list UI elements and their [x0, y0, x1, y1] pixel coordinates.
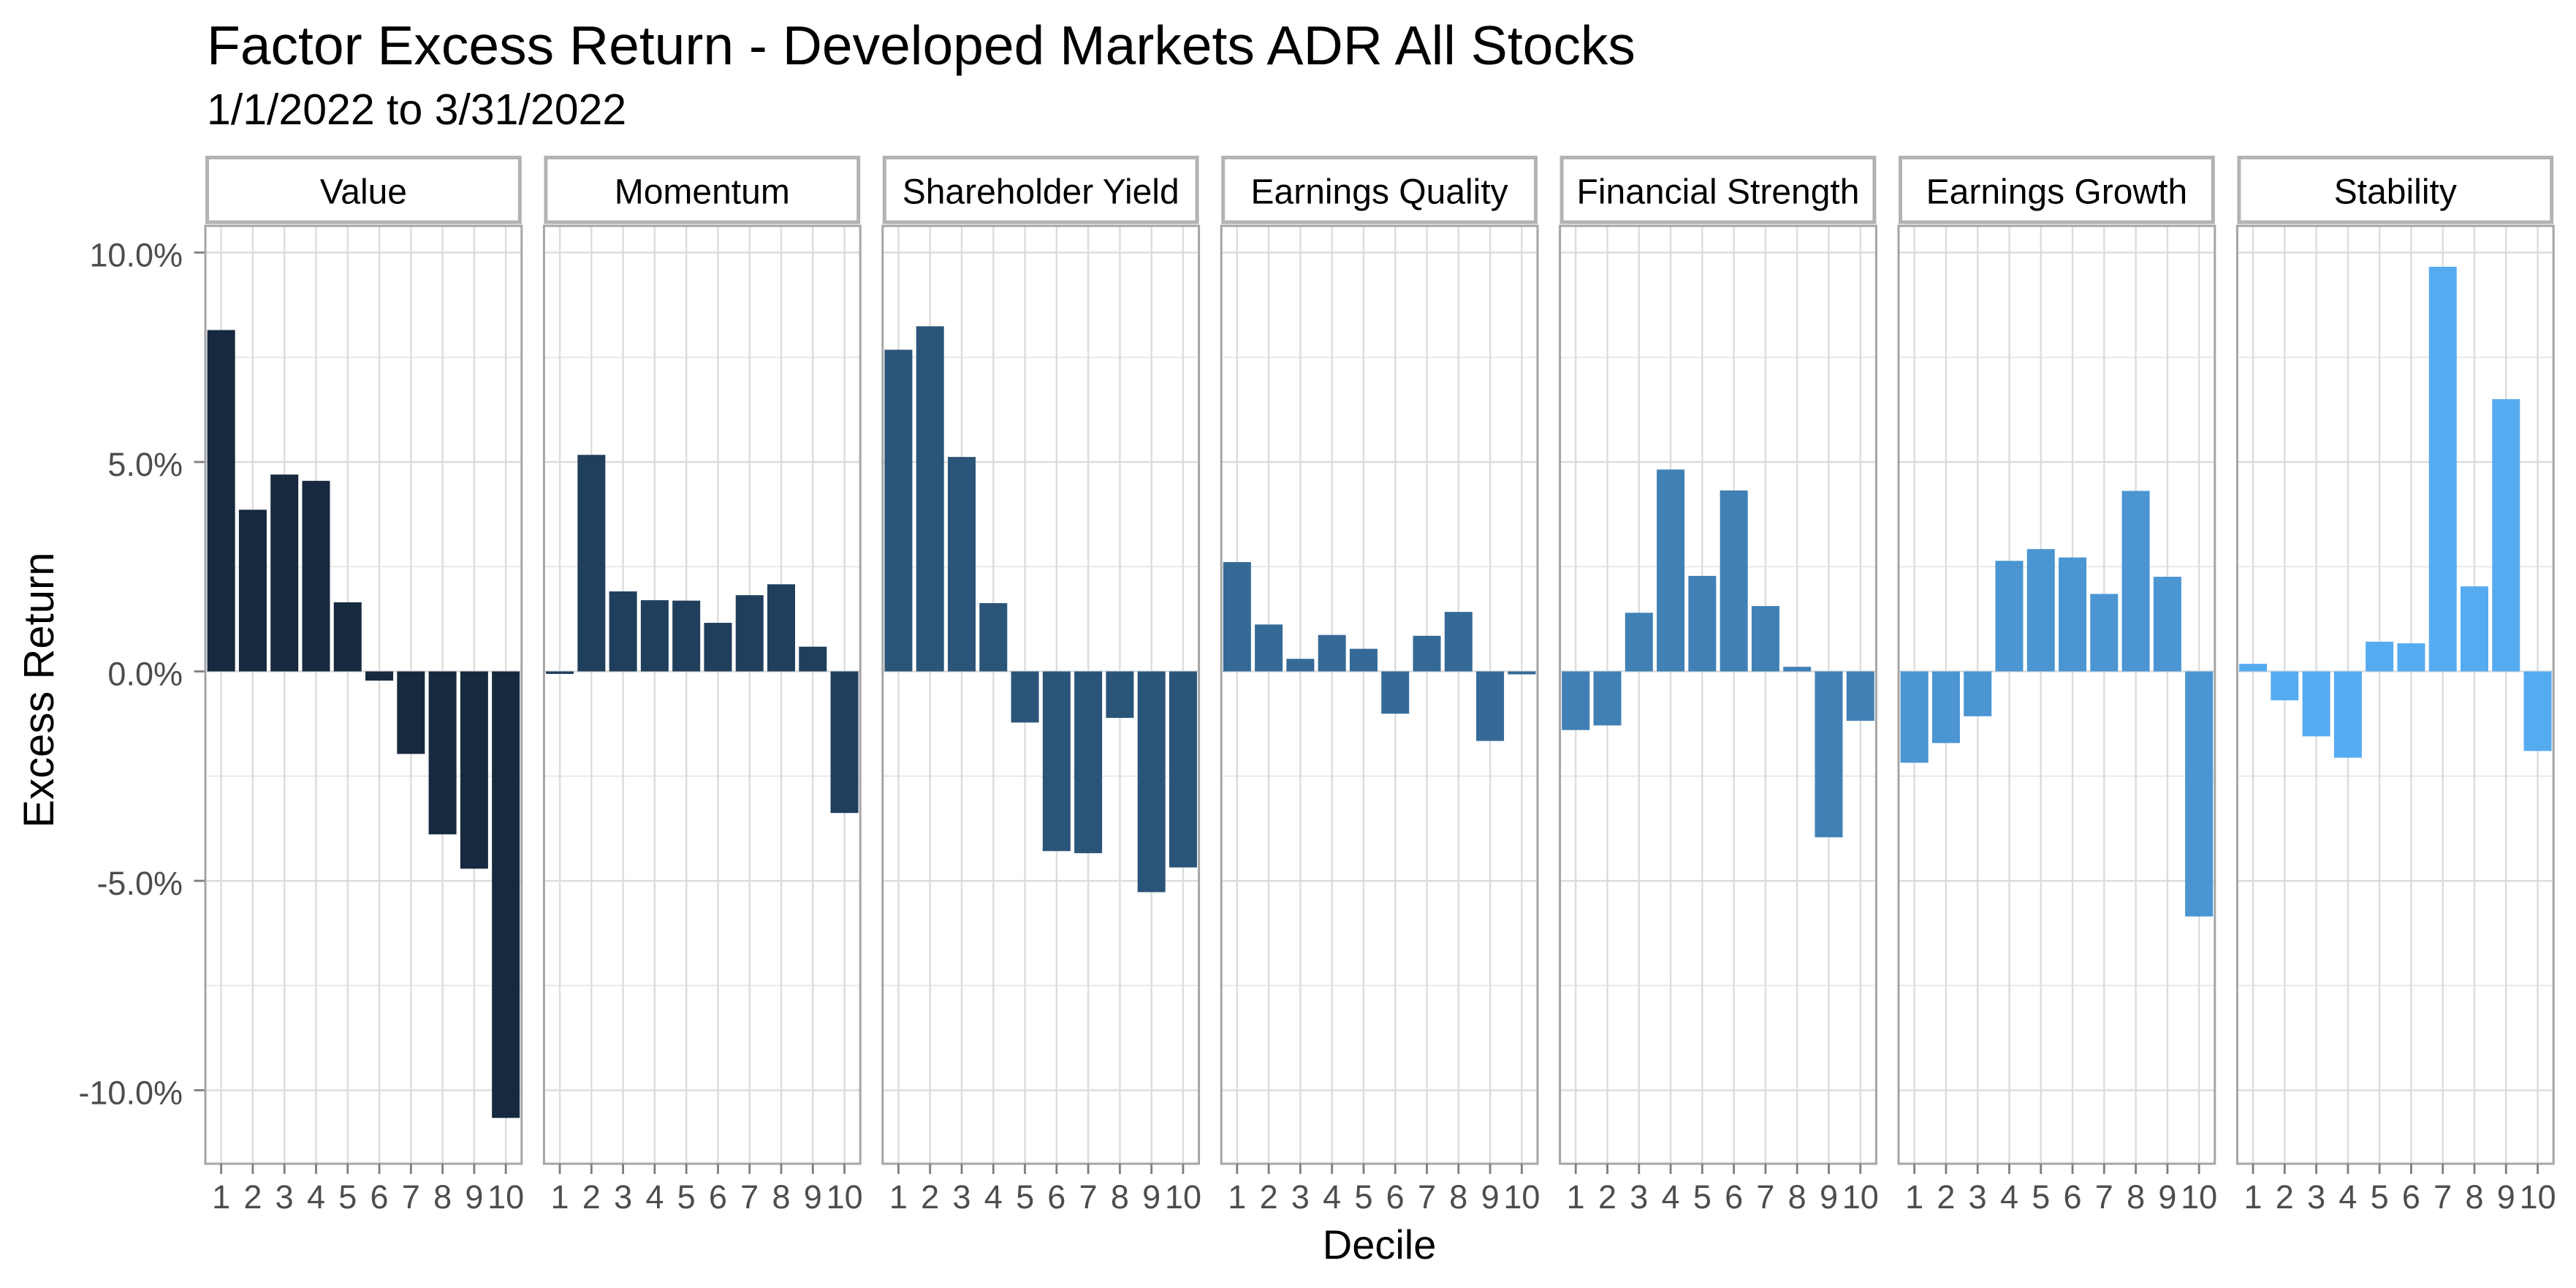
svg-text:5: 5	[1016, 1178, 1034, 1216]
svg-text:7: 7	[1079, 1178, 1098, 1216]
svg-text:9: 9	[465, 1178, 483, 1216]
svg-text:Factor Excess Return - Develop: Factor Excess Return - Developed Markets…	[207, 15, 1635, 76]
svg-text:5.0%: 5.0%	[107, 446, 183, 483]
svg-text:6: 6	[1386, 1178, 1405, 1216]
svg-text:7: 7	[402, 1178, 420, 1216]
svg-text:5: 5	[677, 1178, 696, 1216]
svg-text:7: 7	[2095, 1178, 2113, 1216]
svg-text:7: 7	[1756, 1178, 1774, 1216]
svg-text:9: 9	[2158, 1178, 2176, 1216]
svg-text:0.0%: 0.0%	[107, 656, 183, 693]
svg-text:1: 1	[550, 1178, 569, 1216]
svg-text:6: 6	[370, 1178, 388, 1216]
svg-text:9: 9	[1820, 1178, 1838, 1216]
svg-text:2: 2	[1937, 1178, 1955, 1216]
svg-text:9: 9	[804, 1178, 822, 1216]
svg-text:6: 6	[1047, 1178, 1065, 1216]
svg-text:Momentum: Momentum	[615, 173, 790, 212]
svg-text:3: 3	[1630, 1178, 1648, 1216]
svg-text:3: 3	[1291, 1178, 1310, 1216]
svg-text:3: 3	[1969, 1178, 1987, 1216]
svg-text:5: 5	[338, 1178, 357, 1216]
svg-text:3: 3	[2307, 1178, 2325, 1216]
svg-text:1/1/2022 to 3/31/2022: 1/1/2022 to 3/31/2022	[207, 86, 626, 134]
svg-text:6: 6	[2063, 1178, 2081, 1216]
svg-text:4: 4	[2000, 1178, 2018, 1216]
svg-text:1: 1	[2243, 1178, 2262, 1216]
svg-text:8: 8	[1449, 1178, 1467, 1216]
svg-text:10: 10	[1165, 1178, 1201, 1216]
svg-text:5: 5	[2032, 1178, 2050, 1216]
svg-text:2: 2	[921, 1178, 939, 1216]
svg-text:2: 2	[2276, 1178, 2294, 1216]
svg-text:8: 8	[1788, 1178, 1806, 1216]
svg-text:4: 4	[984, 1178, 1003, 1216]
svg-text:1: 1	[1228, 1178, 1246, 1216]
svg-text:Earnings Quality: Earnings Quality	[1251, 173, 1508, 212]
svg-text:7: 7	[740, 1178, 759, 1216]
svg-text:1: 1	[1905, 1178, 1923, 1216]
svg-text:1: 1	[889, 1178, 908, 1216]
svg-text:Value: Value	[320, 173, 407, 212]
svg-text:6: 6	[709, 1178, 727, 1216]
svg-text:4: 4	[2338, 1178, 2357, 1216]
svg-text:2: 2	[1260, 1178, 1278, 1216]
svg-text:1: 1	[1567, 1178, 1585, 1216]
svg-text:5: 5	[1693, 1178, 1711, 1216]
svg-text:4: 4	[1323, 1178, 1341, 1216]
svg-text:10: 10	[1503, 1178, 1540, 1216]
svg-text:1: 1	[212, 1178, 230, 1216]
svg-text:4: 4	[645, 1178, 664, 1216]
svg-text:10: 10	[827, 1178, 863, 1216]
svg-text:8: 8	[1111, 1178, 1129, 1216]
svg-text:10.0%: 10.0%	[89, 237, 183, 274]
svg-text:8: 8	[433, 1178, 452, 1216]
svg-text:3: 3	[276, 1178, 294, 1216]
svg-text:Decile: Decile	[1323, 1221, 1437, 1268]
svg-text:-10.0%: -10.0%	[78, 1075, 183, 1112]
svg-text:10: 10	[2181, 1178, 2217, 1216]
svg-text:-5.0%: -5.0%	[96, 865, 183, 902]
svg-text:8: 8	[2465, 1178, 2483, 1216]
svg-text:8: 8	[772, 1178, 790, 1216]
svg-text:7: 7	[1418, 1178, 1436, 1216]
svg-text:10: 10	[2520, 1178, 2556, 1216]
svg-text:8: 8	[2127, 1178, 2145, 1216]
svg-text:9: 9	[2497, 1178, 2515, 1216]
svg-text:10: 10	[1842, 1178, 1879, 1216]
svg-text:9: 9	[1142, 1178, 1160, 1216]
svg-text:3: 3	[614, 1178, 632, 1216]
svg-text:4: 4	[1662, 1178, 1680, 1216]
svg-text:5: 5	[2371, 1178, 2389, 1216]
svg-text:Financial Strength: Financial Strength	[1577, 173, 1860, 212]
svg-text:9: 9	[1481, 1178, 1500, 1216]
svg-text:5: 5	[1354, 1178, 1372, 1216]
svg-text:4: 4	[307, 1178, 325, 1216]
svg-text:2: 2	[243, 1178, 262, 1216]
svg-text:6: 6	[2402, 1178, 2420, 1216]
svg-text:6: 6	[1725, 1178, 1743, 1216]
svg-text:Earnings Growth: Earnings Growth	[1926, 173, 2188, 212]
svg-text:Shareholder Yield: Shareholder Yield	[903, 173, 1179, 212]
svg-text:2: 2	[582, 1178, 601, 1216]
svg-text:2: 2	[1598, 1178, 1616, 1216]
svg-text:Excess Return: Excess Return	[15, 552, 63, 827]
svg-text:10: 10	[487, 1178, 524, 1216]
svg-text:3: 3	[952, 1178, 970, 1216]
svg-text:Stability: Stability	[2334, 173, 2457, 212]
svg-text:7: 7	[2433, 1178, 2452, 1216]
